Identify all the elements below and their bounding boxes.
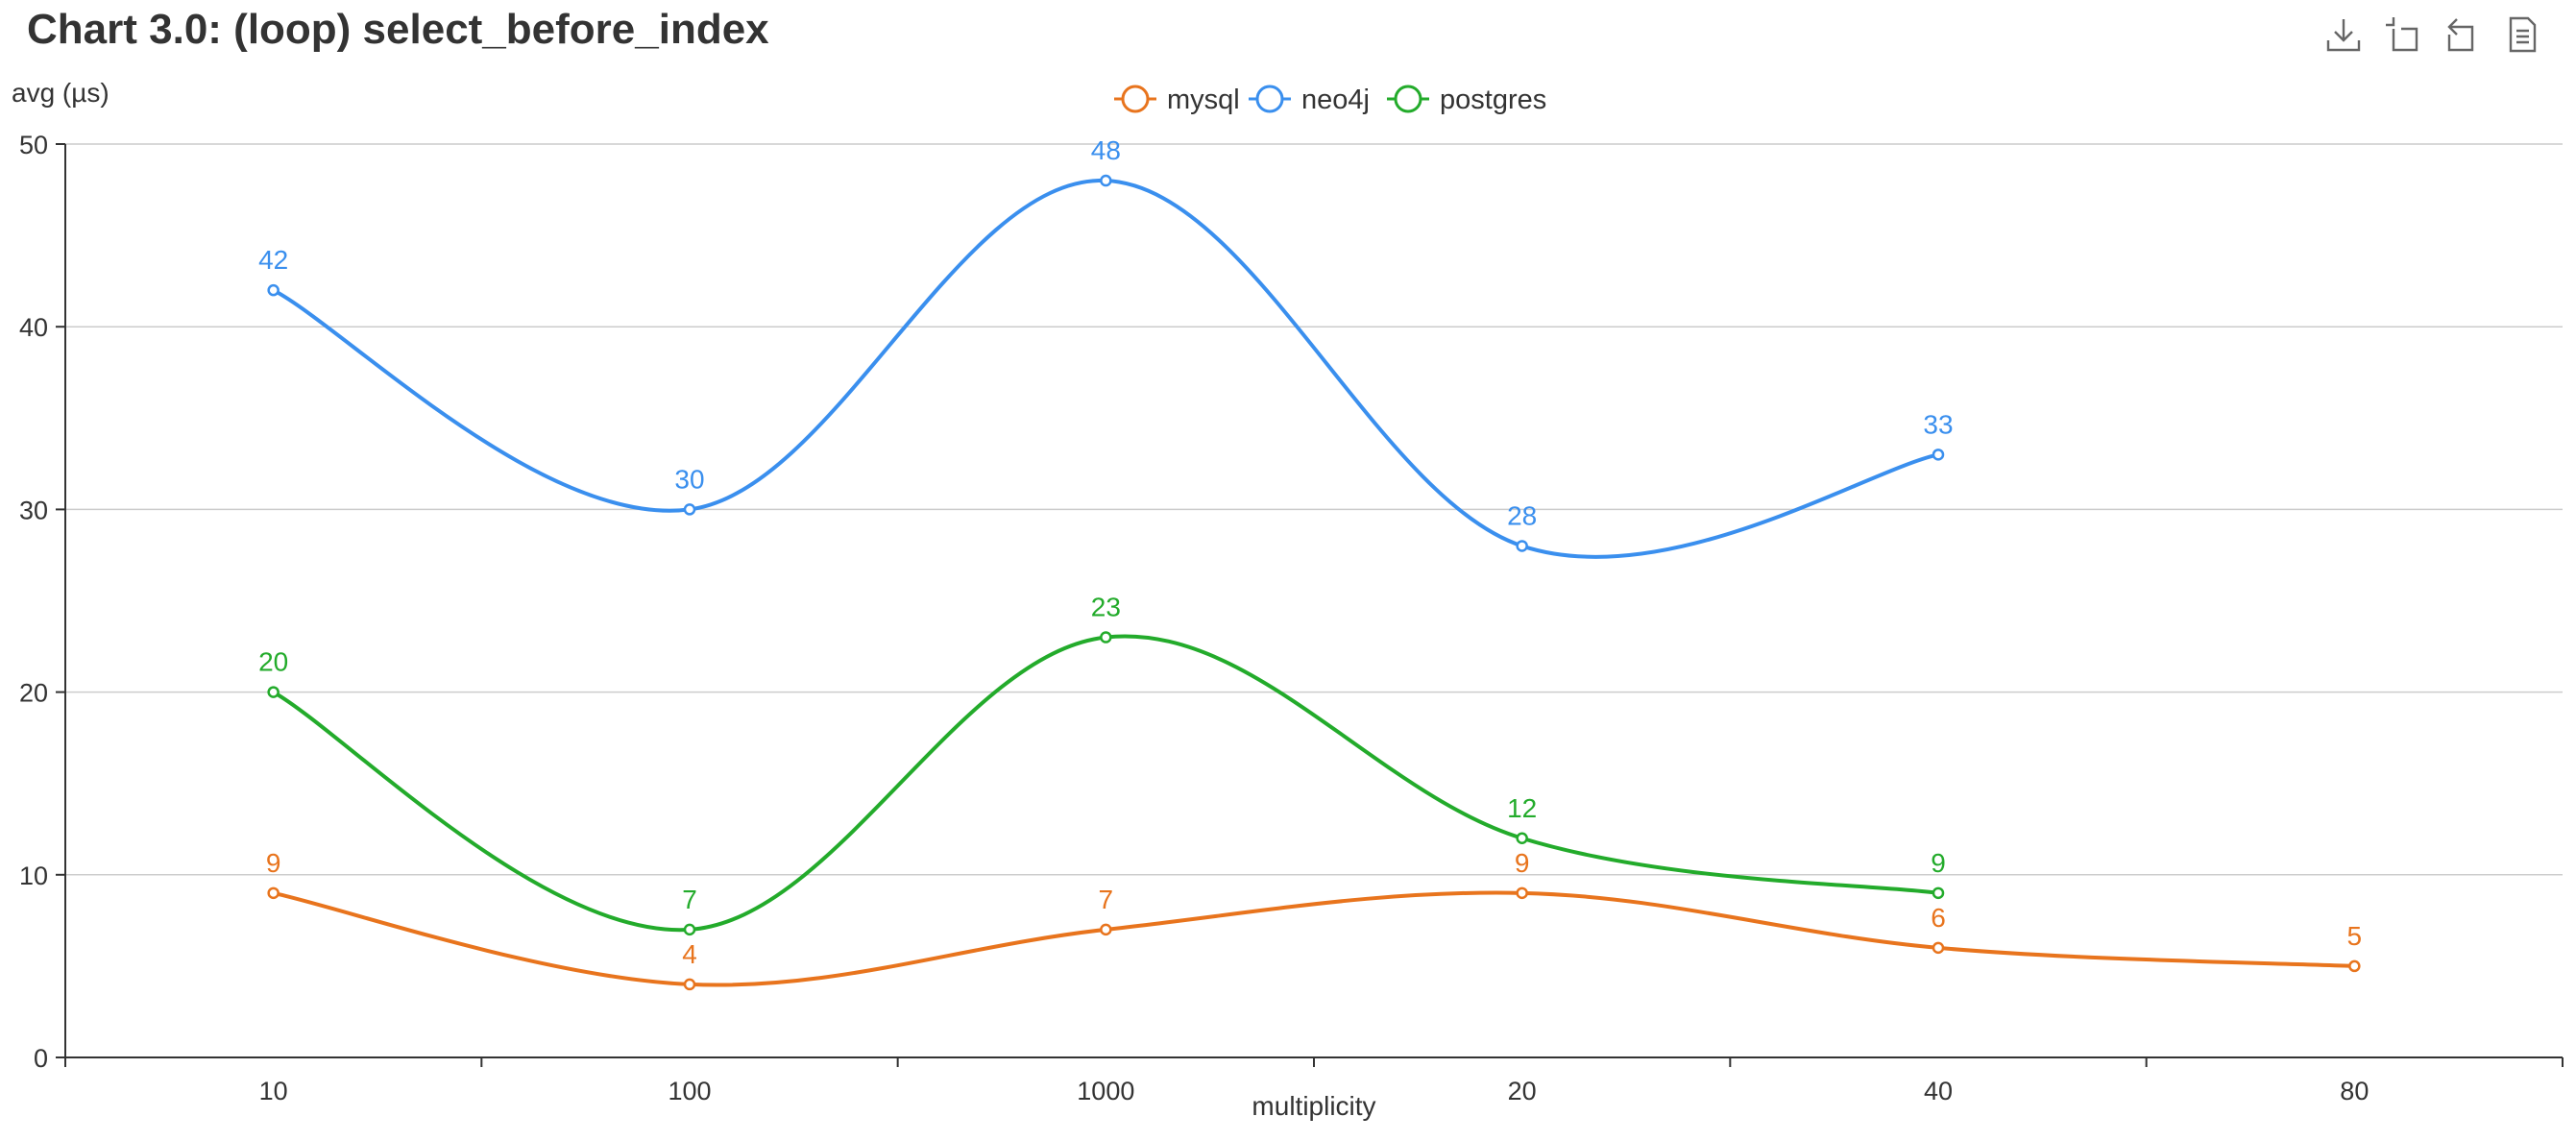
data-label-postgres: 12 — [1507, 793, 1537, 823]
y-tick-label: 30 — [19, 496, 48, 524]
legend-marker-postgres — [1394, 85, 1422, 113]
data-point-mysql — [1516, 886, 1528, 900]
restore-icon[interactable] — [2442, 13, 2484, 56]
x-tick-label: 10 — [259, 1077, 288, 1105]
x-tick-label: 40 — [1924, 1077, 1953, 1105]
data-label-neo4j: 30 — [674, 464, 704, 494]
data-point-mysql — [1932, 941, 1945, 955]
data-label-postgres: 9 — [1931, 848, 1946, 878]
x-tick-label: 80 — [2340, 1077, 2369, 1105]
data-point-postgres — [1100, 631, 1112, 643]
data-label-mysql: 4 — [682, 939, 697, 969]
data-point-neo4j — [1100, 174, 1112, 187]
data-point-neo4j — [1932, 449, 1945, 461]
legend-marker-mysql — [1121, 85, 1150, 113]
y-tick-label: 40 — [19, 313, 48, 342]
data-label-neo4j: 48 — [1091, 135, 1121, 165]
series-line-postgres — [272, 634, 1939, 932]
data-label-neo4j: 33 — [1923, 409, 1953, 439]
data-label-mysql: 9 — [1515, 848, 1530, 878]
y-tick-label: 20 — [19, 679, 48, 708]
data-label-mysql: 6 — [1931, 903, 1946, 933]
download-icon[interactable] — [2322, 13, 2365, 56]
legend-label-postgres: postgres — [1440, 85, 1546, 115]
data-point-mysql — [2348, 959, 2361, 973]
data-point-postgres — [683, 923, 696, 936]
data-view-icon[interactable] — [2501, 13, 2543, 56]
x-axis-label: multiplicity — [1252, 1091, 1375, 1121]
y-tick-label: 0 — [34, 1044, 48, 1073]
data-point-mysql — [267, 886, 279, 900]
data-label-mysql: 9 — [266, 848, 281, 878]
x-tick-label: 1000 — [1077, 1077, 1134, 1105]
y-tick-label: 50 — [19, 131, 48, 159]
data-point-mysql — [1100, 923, 1112, 936]
data-label-postgres: 20 — [258, 647, 288, 677]
data-label-mysql: 7 — [1099, 885, 1114, 914]
data-label-neo4j: 42 — [258, 245, 288, 275]
data-label-postgres: 7 — [682, 885, 697, 914]
chart-toolbox — [2322, 13, 2543, 56]
legend-label-neo4j: neo4j — [1301, 85, 1370, 115]
data-point-neo4j — [267, 283, 279, 297]
y-axis-label: avg (µs) — [12, 78, 109, 108]
data-point-neo4j — [1516, 540, 1528, 552]
data-point-mysql — [683, 978, 696, 991]
legend-marker-neo4j — [1255, 85, 1284, 113]
series-line-neo4j — [272, 179, 1939, 559]
x-tick-label: 20 — [1508, 1077, 1537, 1105]
data-label-postgres: 23 — [1091, 593, 1121, 622]
data-label-neo4j: 28 — [1507, 500, 1537, 530]
data-point-postgres — [1516, 832, 1528, 845]
y-tick-label: 10 — [19, 862, 48, 890]
x-tick-label: 100 — [668, 1077, 711, 1105]
legend-label-mysql: mysql — [1167, 85, 1240, 115]
data-label-mysql: 5 — [2347, 921, 2363, 951]
data-point-postgres — [1932, 886, 1945, 900]
crop-icon[interactable] — [2382, 13, 2424, 56]
data-point-neo4j — [683, 503, 696, 516]
chart-title: Chart 3.0: (loop) select_before_index — [27, 6, 769, 53]
data-point-postgres — [267, 686, 279, 698]
series-line-mysql — [273, 890, 2355, 987]
